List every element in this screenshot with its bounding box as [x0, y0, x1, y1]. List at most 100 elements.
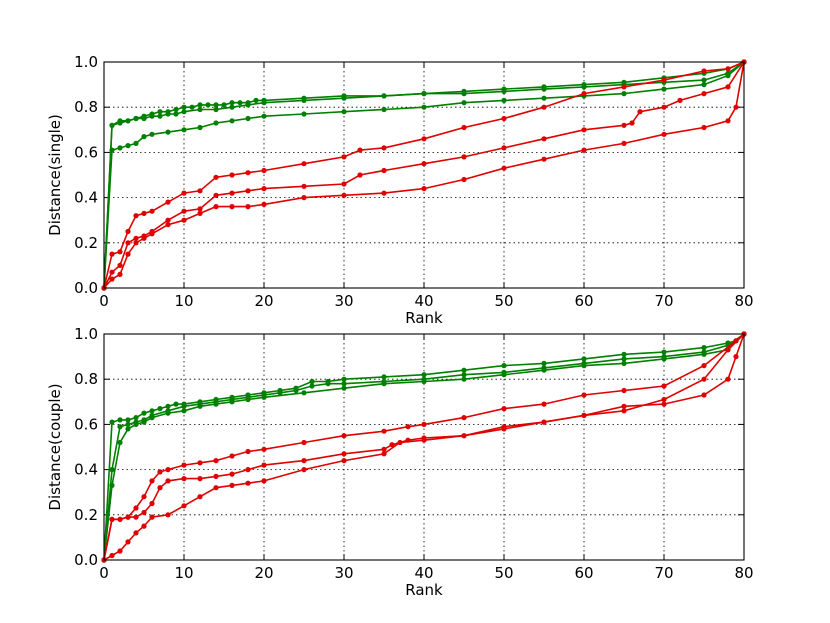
- data-point: [621, 122, 627, 128]
- data-point: [229, 471, 235, 477]
- data-point: [341, 181, 347, 187]
- data-point: [109, 276, 115, 282]
- data-point: [149, 208, 155, 214]
- data-point: [357, 172, 363, 178]
- data-point: [125, 417, 131, 423]
- data-point: [581, 127, 587, 133]
- data-point: [701, 68, 707, 74]
- data-point: [133, 505, 139, 511]
- data-point: [149, 131, 155, 137]
- data-point: [301, 390, 307, 396]
- data-point: [637, 109, 643, 115]
- data-point: [501, 88, 507, 94]
- data-point: [389, 442, 395, 448]
- x-tick-label: 60: [574, 564, 593, 582]
- x-tick-label: 10: [174, 564, 193, 582]
- data-point: [197, 403, 203, 409]
- data-point: [341, 385, 347, 391]
- data-point: [461, 367, 467, 373]
- data-point: [725, 118, 731, 124]
- data-point: [165, 199, 171, 205]
- data-point: [261, 186, 267, 192]
- data-point: [405, 424, 411, 430]
- data-point: [621, 387, 627, 394]
- data-point: [261, 446, 267, 452]
- data-point: [701, 345, 707, 351]
- data-point: [245, 115, 251, 122]
- x-tick-label: 0: [99, 564, 109, 582]
- data-point: [245, 170, 251, 176]
- data-point: [581, 412, 587, 418]
- data-point: [397, 439, 403, 446]
- data-point: [581, 392, 587, 398]
- data-point: [541, 367, 547, 373]
- data-point: [141, 235, 147, 241]
- y-axis-label: Distance(single): [46, 114, 64, 236]
- data-point: [341, 458, 347, 464]
- data-point: [461, 154, 467, 160]
- plot-single: 0 10 20 30 40 50 60 70 80 0.0 0.2 0.4 0.6 0.8 1.0 Rank D…: [46, 53, 754, 327]
- data-point: [293, 387, 299, 394]
- data-point: [341, 109, 347, 115]
- data-point: [117, 424, 123, 430]
- data-point: [661, 104, 667, 110]
- data-point: [381, 451, 387, 457]
- data-point: [213, 485, 219, 491]
- data-point: [245, 396, 251, 403]
- data-point: [133, 240, 139, 246]
- data-point: [261, 394, 267, 400]
- data-point: [341, 192, 347, 198]
- data-point: [109, 467, 115, 473]
- data-point: [181, 104, 187, 110]
- data-point: [381, 428, 387, 434]
- data-point: [701, 91, 707, 97]
- data-point: [109, 552, 115, 559]
- data-point: [213, 458, 219, 464]
- y-tick-label: 0.0: [74, 279, 98, 297]
- x-tick-label: 40: [414, 564, 433, 582]
- data-point: [117, 417, 123, 423]
- data-point: [117, 262, 123, 268]
- data-point: [149, 514, 155, 520]
- data-point: [461, 124, 467, 131]
- data-point: [725, 73, 731, 79]
- data-point: [125, 539, 131, 545]
- data-point: [341, 433, 347, 439]
- data-point: [133, 514, 139, 520]
- data-point: [181, 403, 187, 409]
- data-point: [213, 401, 219, 407]
- data-point: [213, 174, 219, 180]
- data-point: [125, 240, 131, 246]
- data-point: [381, 446, 387, 452]
- data-point: [205, 102, 211, 108]
- data-point: [725, 66, 731, 72]
- data-point: [277, 390, 283, 396]
- data-point: [229, 482, 235, 488]
- data-point: [213, 106, 219, 113]
- data-point: [341, 154, 347, 160]
- data-point: [661, 356, 667, 362]
- data-point: [117, 516, 123, 522]
- data-point: [173, 111, 179, 117]
- data-point: [157, 469, 163, 475]
- data-point: [125, 514, 131, 520]
- data-point: [117, 439, 123, 446]
- data-point: [157, 406, 163, 412]
- y-tick-label: 0.2: [74, 506, 98, 524]
- data-point: [117, 271, 123, 277]
- y-tick-label: 0.4: [74, 461, 98, 479]
- data-point: [181, 109, 187, 115]
- data-point: [581, 356, 587, 362]
- y-tick-label: 0.8: [74, 370, 98, 388]
- data-point: [149, 408, 155, 414]
- data-point: [109, 147, 115, 153]
- data-point: [341, 95, 347, 101]
- data-point: [381, 374, 387, 380]
- data-point: [381, 381, 387, 387]
- data-point: [197, 124, 203, 131]
- data-point: [301, 161, 307, 167]
- data-point: [125, 421, 131, 427]
- data-point: [133, 140, 139, 146]
- data-point: [261, 167, 267, 174]
